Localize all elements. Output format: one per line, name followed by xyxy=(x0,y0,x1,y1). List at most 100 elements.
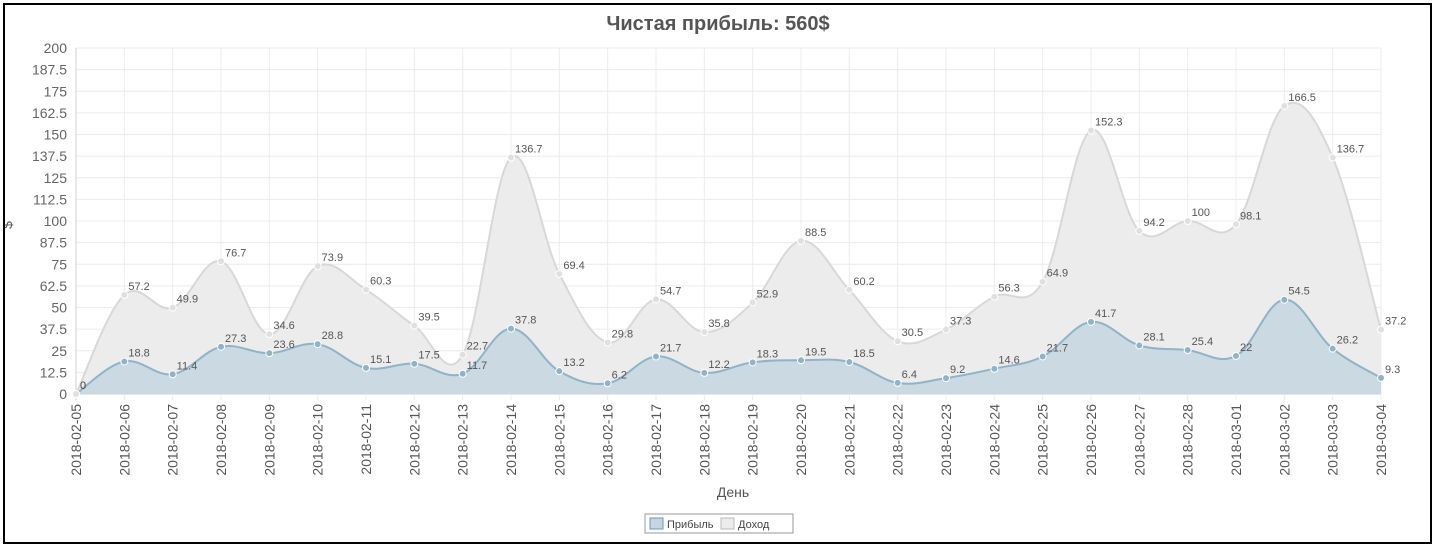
data-point xyxy=(217,342,225,351)
legend-swatch xyxy=(720,517,735,530)
data-point xyxy=(362,363,370,372)
x-tick-label: 2018-02-05 xyxy=(68,404,84,476)
x-tick-label: 2018-02-06 xyxy=(116,404,132,476)
data-label: 9.2 xyxy=(950,364,965,376)
x-tick-label: 2018-02-14 xyxy=(503,404,519,476)
data-point xyxy=(1377,325,1385,334)
chart-canvas: Чистая прибыль: 560$ 0 12.5 25 37.5 50 62.5 75… xyxy=(5,13,1406,534)
data-label: 0 xyxy=(80,380,86,392)
y-tick-label: 112.5 xyxy=(33,191,67,207)
data-label: 37.8 xyxy=(515,315,536,327)
data-point xyxy=(313,340,322,349)
data-label: 6.4 xyxy=(902,369,917,381)
data-point xyxy=(1280,295,1289,304)
data-point xyxy=(797,236,805,245)
data-label: 9.3 xyxy=(1385,364,1400,376)
data-point xyxy=(72,390,80,398)
data-point xyxy=(1232,220,1240,229)
data-point xyxy=(603,379,612,388)
data-label: 60.3 xyxy=(370,276,391,288)
legend-swatch xyxy=(649,517,664,530)
data-point xyxy=(748,358,757,367)
x-tick-label: 2018-02-18 xyxy=(696,404,712,476)
data-point xyxy=(845,357,854,366)
data-point xyxy=(652,352,660,361)
data-label: 88.5 xyxy=(805,227,826,239)
data-points xyxy=(72,101,1385,398)
data-point xyxy=(942,325,950,334)
data-point xyxy=(555,269,564,278)
data-label: 136.7 xyxy=(515,144,543,156)
legend-label: Прибыль xyxy=(667,519,714,531)
data-point xyxy=(990,364,999,373)
data-point xyxy=(168,303,177,312)
data-point xyxy=(362,285,370,294)
data-label: 49.9 xyxy=(177,294,198,306)
series-area-1 xyxy=(76,102,1381,395)
data-point xyxy=(313,262,322,271)
legend-label: Доход xyxy=(738,519,770,531)
data-label: 39.5 xyxy=(418,312,439,324)
data-point xyxy=(1038,277,1047,286)
data-label: 76.7 xyxy=(225,247,246,259)
data-point xyxy=(265,330,274,339)
x-tick-label: 2018-03-04 xyxy=(1373,404,1389,476)
data-label: 54.5 xyxy=(1288,286,1309,298)
data-label: 41.7 xyxy=(1095,308,1116,320)
x-tick-label: 2018-03-02 xyxy=(1276,404,1292,476)
data-point xyxy=(1328,153,1337,162)
x-axis-ticks: 2018-02-05 2018-02-06 2018-02-07 2018-02-08… xyxy=(68,404,1389,476)
data-label: 54.7 xyxy=(660,285,681,297)
x-tick-label: 2018-02-08 xyxy=(213,404,229,476)
x-tick-label: 2018-02-24 xyxy=(986,404,1002,476)
x-tick-label: 2018-02-25 xyxy=(1035,404,1051,476)
data-point xyxy=(410,321,419,330)
data-point xyxy=(1183,346,1192,355)
data-label: 29.8 xyxy=(612,328,633,340)
data-label: 18.5 xyxy=(853,348,874,360)
y-tick-label: 12.5 xyxy=(40,364,67,380)
data-label: 73.9 xyxy=(322,252,343,264)
data-point xyxy=(168,370,177,379)
legend: Прибыль Доход xyxy=(644,513,794,534)
data-point xyxy=(1135,341,1144,350)
data-point xyxy=(845,285,854,294)
y-tick-label: 25 xyxy=(51,343,67,359)
data-label: 11.4 xyxy=(177,360,198,372)
data-label: 25.4 xyxy=(1192,336,1213,348)
x-tick-label: 2018-02-23 xyxy=(938,404,954,476)
x-tick-label: 2018-02-28 xyxy=(1180,404,1196,476)
data-labels: 0 18.8 11.4 27.3 23.6 28.8 15.1 17.5 11.7 37.8 13.… xyxy=(80,92,1406,392)
data-label: 22 xyxy=(1240,342,1252,354)
data-label: 152.3 xyxy=(1095,117,1123,129)
y-tick-label: 100 xyxy=(44,213,68,229)
x-tick-label: 2018-02-20 xyxy=(793,404,809,476)
data-label: 18.3 xyxy=(757,348,778,360)
data-point xyxy=(1232,351,1240,360)
y-tick-label: 87.5 xyxy=(40,235,67,251)
x-tick-label: 2018-02-21 xyxy=(841,404,857,476)
data-label: 98.1 xyxy=(1240,210,1261,222)
data-label: 34.6 xyxy=(273,320,294,332)
data-label: 6.2 xyxy=(612,369,627,381)
data-label: 27.3 xyxy=(225,333,246,345)
data-point xyxy=(1135,227,1144,236)
data-point xyxy=(265,349,274,358)
y-tick-label: 62.5 xyxy=(40,278,67,294)
x-tick-label: 2018-02-26 xyxy=(1083,404,1099,476)
legend-box xyxy=(644,513,794,534)
data-point xyxy=(893,378,902,387)
data-label: 12.2 xyxy=(708,359,729,371)
data-point xyxy=(603,338,612,347)
data-point xyxy=(990,292,999,301)
y-tick-label: 200 xyxy=(44,40,68,56)
data-point xyxy=(1038,352,1047,361)
data-label: 0 xyxy=(80,380,86,392)
data-label: 22.7 xyxy=(467,341,488,353)
data-point xyxy=(652,295,660,304)
data-point xyxy=(1087,317,1095,326)
data-label: 21.7 xyxy=(660,342,681,354)
data-label: 37.2 xyxy=(1385,316,1406,328)
data-point xyxy=(700,328,709,337)
data-label: 35.8 xyxy=(708,318,729,330)
